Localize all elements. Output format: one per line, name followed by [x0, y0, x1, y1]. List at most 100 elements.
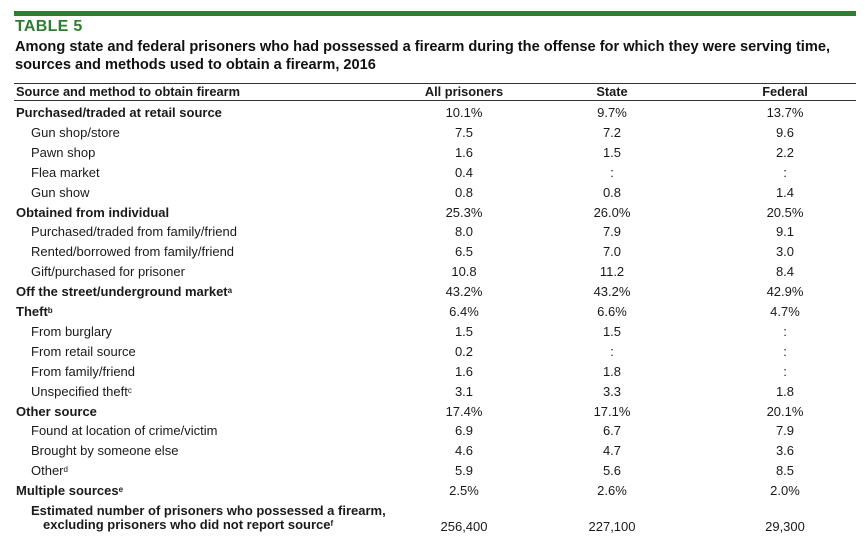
cell-federal: 20.5%: [766, 204, 804, 220]
table-row: Pawn shop 1.6 1.5 2.2: [0, 143, 865, 163]
cell-federal: 9.6: [775, 124, 795, 140]
row-label-text: Other: [31, 463, 64, 479]
table-label: TABLE 5: [15, 18, 83, 35]
row-label-text: Multiple sources: [16, 483, 119, 499]
table-row: Unspecified theftc 3.1 3.3 1.8: [0, 382, 865, 402]
cell-federal: :: [783, 363, 787, 379]
cell-federal: 2.2: [775, 144, 795, 160]
cell-state: :: [610, 164, 614, 180]
top-accent-bar: [14, 11, 856, 16]
cell-all-prisoners: 6.4%: [449, 304, 479, 319]
row-label-text: From burglary: [31, 323, 112, 339]
cell-all-prisoners: 10.8: [451, 264, 477, 280]
cell-state: 11.2: [599, 264, 625, 280]
row-label-text: Off the street/underground market: [16, 284, 228, 300]
table-row: From family/friend 1.6 1.8:: [0, 362, 865, 382]
row-label: Obtained from individual: [16, 205, 169, 221]
row-label-text: Gun show: [31, 184, 90, 200]
cell-state: 3.3: [602, 383, 622, 399]
cell-federal: 8.4: [775, 264, 795, 280]
cell-state: 7.0: [602, 244, 622, 260]
table-row: Off the street/underground marketa 43.2% 4…: [0, 282, 865, 302]
cell-state: 4.7: [602, 443, 622, 459]
table-row: Flea market 0.4::: [0, 163, 865, 183]
row-label-text: From family/friend: [31, 363, 136, 379]
cell-federal: 3.0: [775, 244, 795, 260]
row-label-text: Obtained from individual: [16, 204, 170, 220]
cell-state: 7.9: [602, 224, 622, 240]
cell-federal: :: [783, 343, 787, 359]
table-row: Theftb 6.4% 6.6% 4.7%: [0, 302, 865, 322]
row-footnote: c: [127, 385, 132, 395]
cell-state: 1.5: [602, 144, 622, 160]
cell-all-prisoners: 43.2%: [445, 284, 483, 300]
cell-state: :: [610, 343, 614, 359]
cell-federal: 2.0%: [770, 483, 800, 499]
table-row: Brought by someone else 4.6 4.7 3.6: [0, 441, 865, 461]
cell-all-prisoners: 5.9: [454, 463, 474, 479]
row-label-text: Found at location of crime/victim: [31, 423, 218, 439]
cell-federal: 8.5: [775, 463, 795, 479]
table-row: From burglary 1.5 1.5:: [0, 322, 865, 342]
table-row: Multiple sourcese 2.5% 2.6% 2.0%: [0, 481, 865, 501]
table-row: Otherd 5.9 5.6 8.5: [0, 461, 865, 481]
row-label: From family/friend: [31, 364, 135, 380]
cell-federal: 1.8: [775, 383, 795, 399]
row-label-text: Other source: [16, 403, 97, 419]
header-label: Source and method to obtain firearm: [16, 84, 240, 99]
cell-state: 2.6%: [597, 483, 627, 499]
table-title: Among state and federal prisoners who ha…: [15, 39, 831, 73]
cell-federal: 20.1%: [766, 403, 804, 419]
cell-federal: 42.9%: [766, 284, 804, 300]
cell-all-prisoners: 1.5: [454, 323, 474, 339]
estimate-label-line1: Estimated number of prisoners who posses…: [31, 503, 386, 518]
cell-all-prisoners: 25.3%: [445, 204, 483, 220]
table-row: From retail source 0.2::: [0, 342, 865, 362]
cell-all-prisoners: 8.0: [454, 224, 474, 240]
table-row: Gun shop/store 7.5 7.2 9.6: [0, 123, 865, 143]
row-label-text: Rented/borrowed from family/friend: [31, 244, 235, 260]
header-state: State: [596, 84, 628, 99]
header-federal: Federal: [762, 84, 808, 99]
cell-all-prisoners: 6.5: [454, 244, 474, 260]
row-label: Gun shop/store: [31, 125, 120, 141]
cell-all-prisoners: 17.4%: [445, 403, 483, 419]
row-label-text: Purchased/traded from family/friend: [31, 224, 237, 240]
row-label: Purchased/traded from family/friend: [31, 224, 237, 240]
row-label: Gun show: [31, 185, 90, 201]
cell-state: 7.2: [602, 124, 622, 140]
cell-all-prisoners: 4.6: [454, 443, 474, 459]
cell-all-prisoners: 10.1%: [445, 105, 483, 120]
cell-state: 0.8: [602, 184, 622, 200]
row-label: Multiple sourcese: [16, 483, 123, 499]
row-label: From retail source: [31, 344, 136, 360]
cell-state: 43.2%: [593, 284, 631, 300]
cell-all-prisoners: 6.9: [454, 423, 474, 439]
estimate-state: 227,100: [588, 519, 636, 534]
cell-all-prisoners: 1.6: [454, 144, 474, 160]
cell-all-prisoners: 1.6: [454, 363, 474, 379]
cell-federal: :: [783, 164, 787, 180]
estimate-row: Estimated number of prisoners who posses…: [0, 503, 865, 537]
cell-state: 1.5: [602, 323, 622, 339]
estimate-footnote: f: [330, 519, 334, 528]
estimate-label-line2: excluding prisoners who did not report s…: [43, 517, 333, 533]
row-footnote: e: [118, 485, 124, 495]
table-row: Other source 17.4% 17.1% 20.1%: [0, 402, 865, 422]
cell-federal: 9.1: [775, 224, 795, 240]
header-rule-top: [14, 83, 856, 84]
cell-state: 17.1%: [593, 403, 631, 419]
cell-federal: 1.4: [775, 184, 795, 200]
cell-state: 6.6%: [597, 304, 627, 319]
row-label: From burglary: [31, 324, 112, 340]
row-label: Found at location of crime/victim: [31, 423, 217, 439]
row-label: Flea market: [31, 165, 100, 181]
row-label-text: Gun shop/store: [31, 124, 120, 140]
table-row: Gun show 0.8 0.8 1.4: [0, 183, 865, 203]
table-row: Gift/purchased for prisoner 10.8 11.2 8.4: [0, 262, 865, 282]
row-label: Theftb: [16, 304, 53, 320]
row-label: Rented/borrowed from family/friend: [31, 244, 234, 260]
header-all-prisoners: All prisoners: [424, 84, 504, 99]
cell-state: 6.7: [602, 423, 622, 439]
cell-all-prisoners: 3.1: [454, 383, 474, 399]
